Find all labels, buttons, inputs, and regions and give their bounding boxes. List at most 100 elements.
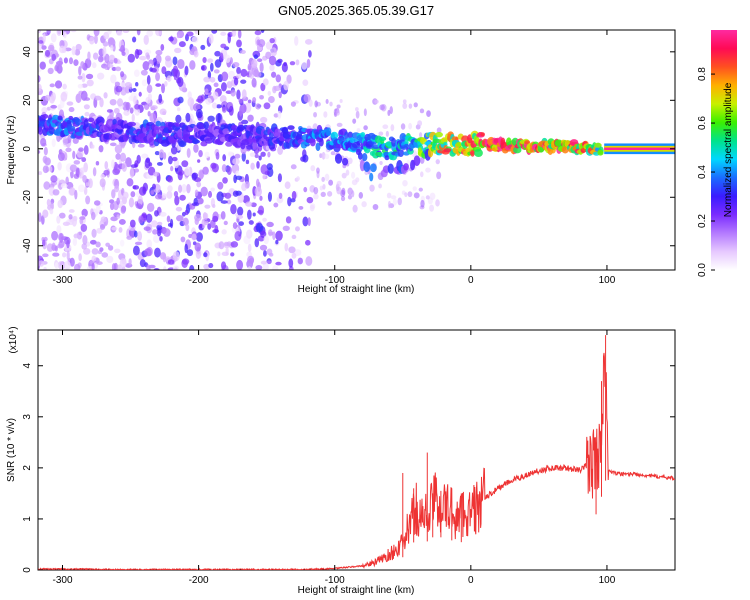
spectrogram-cell-1417 [75, 118, 81, 126]
spectrogram-cell-965 [237, 206, 244, 216]
spectrogram-cell-427 [259, 244, 268, 251]
x-tick-label-3: 0 [468, 575, 474, 586]
spectrogram-cell-992 [41, 106, 48, 114]
spectrogram-cell-186 [189, 264, 195, 270]
spectrogram-cell-277 [254, 238, 260, 248]
spectrogram-cell-748 [207, 190, 213, 198]
spectrogram-cell-307 [178, 41, 186, 48]
spectrogram-cell-901 [232, 222, 238, 230]
spectrogram-cell-155 [263, 250, 267, 257]
spectrogram-cell-548 [237, 30, 242, 39]
spectrogram-y-ticks: -40 -20 0 20 40 [22, 46, 675, 253]
spectrogram-cell-535 [203, 76, 211, 83]
spectrogram-cell-380 [161, 193, 167, 199]
spectrogram-cell-1074 [191, 202, 200, 207]
spectrogram-cell-1555 [174, 122, 180, 127]
spectrogram-cell-719 [255, 222, 264, 233]
spectrogram-cell-1097 [148, 162, 153, 167]
spectrogram-cell-1141 [201, 65, 205, 71]
spectrogram-cell-946 [195, 108, 203, 119]
spectrogram-frame [37, 29, 676, 271]
spectrogram-cell-1206 [436, 171, 442, 180]
spectrogram-cell-377 [182, 217, 189, 226]
spectrogram-cell-688 [168, 155, 173, 165]
spectrogram-cell-1107 [296, 176, 300, 181]
spectrogram-cell-802 [119, 258, 127, 268]
spectrogram-cell-986 [154, 247, 161, 258]
spectrogram-cell-772 [266, 248, 273, 256]
spectrogram-cell-1108 [42, 165, 49, 174]
spectrogram-cell-865 [181, 160, 189, 168]
spectrogram-cell-1085 [247, 114, 254, 122]
spectrogram-cell-982 [202, 166, 209, 175]
spectrogram-cell-1214 [435, 199, 440, 207]
spectrogram-cell-1003 [255, 103, 261, 110]
spectrogram-cell-130 [291, 252, 297, 259]
spectrogram-cell-650 [262, 217, 267, 222]
spectrogram-cell-459 [207, 115, 215, 122]
spectrogram-cell-1151 [251, 59, 258, 69]
spectrogram-cell-970 [107, 30, 112, 35]
spectrogram-cell-1009 [114, 185, 120, 193]
spectrogram-cell-665 [132, 36, 137, 43]
spectrogram-cell-86 [240, 79, 247, 84]
spectrogram-cell-1409 [66, 125, 76, 132]
spectrogram-cell-549 [176, 215, 184, 222]
spectrogram-cell-1195 [301, 61, 308, 70]
snr-spikes [402, 335, 607, 558]
spectrogram-cell-489 [132, 185, 140, 190]
spectrogram-cell-1118 [260, 151, 266, 157]
spectrogram-cell-554 [275, 74, 282, 83]
spectrogram-cell-461 [191, 233, 197, 241]
spectrogram-cell-531 [113, 107, 120, 114]
spectrogram-cell-996 [259, 195, 263, 201]
spectrogram-cell-496 [52, 252, 60, 257]
colorbar-tick-label-4: 0.8 [697, 67, 708, 81]
spectrogram-cell-2042 [513, 146, 522, 154]
spectrogram-cell-1110 [251, 66, 259, 76]
spectrogram-cell-1230 [320, 191, 326, 198]
spectrogram-cell-1185 [79, 217, 84, 225]
spectrogram-cell-1045 [178, 184, 183, 193]
spectrogram-cell-578 [146, 202, 155, 213]
spectrogram-cell-613 [83, 104, 90, 110]
spectrogram-cell-6 [187, 91, 192, 99]
spectrogram-cell-98 [161, 66, 167, 75]
spectrogram-cell-1103 [84, 97, 91, 101]
spectrogram-cell-867 [302, 154, 309, 163]
spectrogram-cell-1068 [56, 30, 62, 36]
spectrogram-cell-648 [217, 112, 221, 124]
spectrogram-cell-775 [115, 66, 122, 72]
spectrogram-cell-1096 [304, 39, 313, 45]
spectrogram-cell-236 [263, 102, 271, 110]
spectrogram-cell-895 [277, 58, 283, 63]
spectrogram-cell-1274 [363, 125, 368, 131]
y-tick-label-2: 2 [22, 465, 33, 471]
spectrogram-cell-1202 [158, 93, 163, 104]
spectrogram-cell-1271 [419, 108, 425, 114]
spectrogram-cell-48 [273, 202, 279, 208]
spectrogram-cell-1081 [240, 49, 246, 54]
spectrogram-cell-1295 [418, 187, 423, 192]
spectrogram-cell-1232 [387, 200, 391, 209]
spectrogram-cell-817 [93, 200, 101, 206]
spectrogram-cell-507 [107, 37, 115, 45]
spectrogram-cell-959 [220, 31, 227, 36]
y-tick-label-1: -20 [22, 190, 33, 205]
spectrogram-heat-layer [38, 30, 675, 270]
spectrogram-cell-347 [119, 239, 125, 247]
spectrogram-cell-624 [113, 262, 119, 270]
spectrogram-cell-127 [226, 199, 232, 205]
spectrogram-cell-710 [172, 56, 178, 66]
spectrogram-cell-276 [275, 230, 283, 241]
spectrogram-cell-368 [219, 95, 227, 103]
y-tick-label-0: -40 [22, 238, 33, 253]
spectrogram-cell-1171 [62, 252, 67, 258]
spectrogram-cell-1053 [167, 259, 175, 265]
spectrogram-cell-1150 [58, 57, 63, 67]
x-tick-label-1: -200 [189, 575, 209, 586]
spectrogram-cell-111 [153, 234, 161, 244]
snr-y-ticks: 0 1 2 3 4 [22, 363, 675, 573]
spectrogram-cell-681 [63, 57, 68, 64]
spectrogram-cell-1596 [203, 121, 209, 130]
